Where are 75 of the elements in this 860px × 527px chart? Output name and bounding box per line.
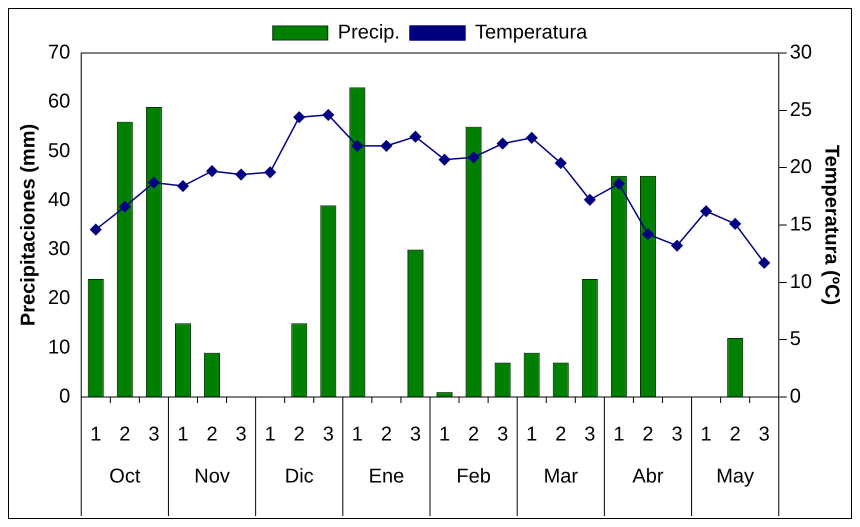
- point: [758, 257, 770, 269]
- text: Abr: [632, 466, 664, 488]
- y-tick-label: 70: [48, 42, 70, 64]
- y-tick-label: 0: [59, 386, 70, 408]
- x-tick-label: 3: [236, 424, 247, 446]
- x-tick-label: 2: [642, 424, 654, 446]
- y2-axis-title: Temperatura (ºC): [820, 144, 842, 306]
- point: [235, 168, 247, 180]
- y2-tick-label: 15: [790, 214, 812, 236]
- text: May: [716, 466, 754, 488]
- point: [177, 180, 189, 192]
- legend-label: Temperatura: [474, 22, 588, 44]
- y2-tick-label: 25: [790, 98, 812, 121]
- x-tick-label: 3: [758, 424, 770, 446]
- y-axis-title: Precipitaciones (mm): [18, 124, 40, 326]
- point: [729, 218, 741, 230]
- y-tick-label: 30: [48, 238, 70, 260]
- x-tick-label: 1: [264, 424, 276, 446]
- y2-tick-label: 20: [790, 156, 812, 178]
- x-tick-label: 1: [613, 424, 624, 446]
- point: [555, 157, 567, 169]
- x-tick-label: 2: [555, 424, 566, 446]
- point: [264, 166, 276, 178]
- x-tick-label: 1: [177, 424, 189, 446]
- y-tick-label: 60: [48, 90, 70, 113]
- point: [496, 138, 508, 150]
- text: Nov: [194, 466, 230, 488]
- point: [613, 178, 625, 190]
- x-tick-label: 2: [206, 424, 218, 446]
- point: [352, 140, 364, 152]
- y2-tick-label: 5: [790, 328, 801, 350]
- point: [410, 130, 422, 142]
- x-tick-label: 2: [468, 424, 480, 446]
- x-tick-label: 1: [526, 424, 538, 446]
- y-tick-label: 20: [48, 287, 70, 310]
- x-tick-label: 1: [700, 424, 712, 446]
- text: Feb: [456, 466, 491, 488]
- text: Oct: [109, 466, 141, 488]
- text: Ene: [368, 466, 404, 488]
- x-tick-label: 1: [438, 424, 450, 446]
- point: [148, 176, 160, 188]
- point: [293, 111, 305, 123]
- point: [642, 228, 654, 240]
- y2-tick-label: 30: [790, 42, 812, 64]
- y-tick-label: 10: [48, 336, 70, 358]
- x-tick-label: 2: [380, 424, 392, 446]
- x-tick-label: 2: [294, 424, 305, 446]
- x-tick-label: 2: [119, 424, 130, 446]
- x-tick-label: 1: [352, 424, 363, 446]
- point: [206, 165, 218, 177]
- x-tick-label: 3: [410, 424, 422, 446]
- point: [380, 140, 392, 152]
- y2-tick-label: 0: [790, 386, 801, 408]
- x-tick-label: 3: [584, 424, 596, 446]
- x-tick-label: 3: [497, 424, 508, 446]
- text: Mar: [544, 466, 578, 488]
- x-tick-label: 3: [148, 424, 160, 446]
- y-tick-label: 50: [48, 140, 70, 162]
- point: [671, 240, 683, 252]
- x-tick-label: 3: [322, 424, 334, 446]
- y-tick-label: 40: [48, 188, 70, 211]
- x-tick-label: 2: [730, 424, 741, 446]
- point: [584, 194, 596, 206]
- point: [468, 152, 480, 164]
- legend-label: Precip.: [338, 22, 400, 44]
- point: [119, 200, 131, 212]
- point: [700, 205, 712, 217]
- y2-tick-label: 10: [790, 270, 812, 293]
- point: [322, 109, 334, 121]
- text: Dic: [284, 466, 314, 488]
- point: [438, 154, 450, 166]
- point: [526, 132, 538, 144]
- point: [90, 224, 102, 236]
- x-tick-label: 3: [671, 424, 683, 446]
- x-tick-label: 1: [90, 424, 102, 446]
